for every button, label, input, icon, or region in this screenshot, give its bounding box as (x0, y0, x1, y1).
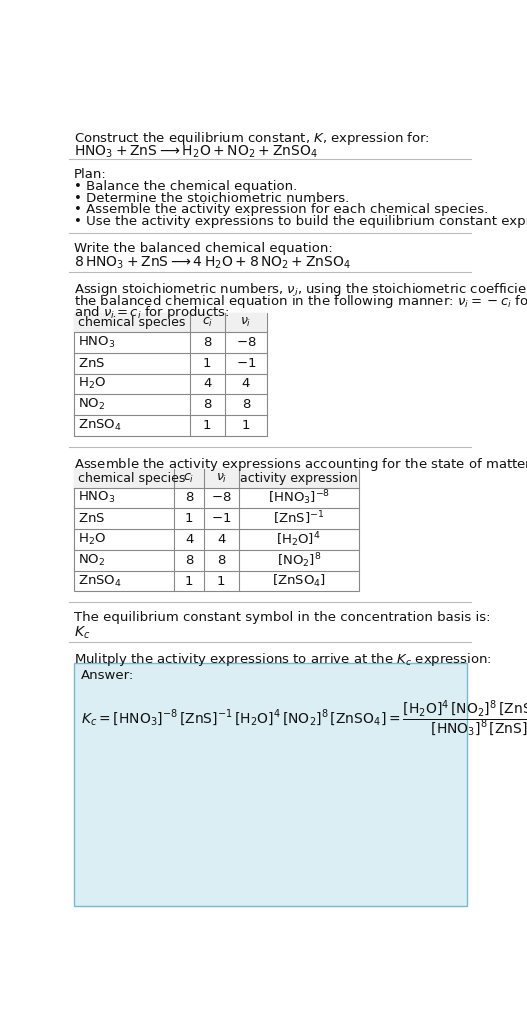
Text: chemical species: chemical species (79, 317, 186, 329)
Text: $\mathrm{NO_2}$: $\mathrm{NO_2}$ (79, 552, 105, 568)
Text: the balanced chemical equation in the following manner: $\nu_i = -c_i$ for react: the balanced chemical equation in the fo… (74, 293, 527, 309)
Text: $\mathrm{ZnS}$: $\mathrm{ZnS}$ (79, 513, 105, 525)
Text: $\mathrm{HNO_3 + ZnS \longrightarrow H_2O + NO_2 + ZnSO_4}$: $\mathrm{HNO_3 + ZnS \longrightarrow H_2… (74, 143, 317, 159)
Text: Assign stoichiometric numbers, $\nu_i$, using the stoichiometric coefficients, $: Assign stoichiometric numbers, $\nu_i$, … (74, 281, 527, 298)
Text: • Determine the stoichiometric numbers.: • Determine the stoichiometric numbers. (74, 192, 349, 205)
Text: and $\nu_i = c_i$ for products:: and $\nu_i = c_i$ for products: (74, 304, 229, 322)
Text: 1: 1 (203, 356, 211, 370)
Text: 4: 4 (242, 378, 250, 390)
Bar (74, 469, 359, 591)
Text: • Use the activity expressions to build the equilibrium constant expression.: • Use the activity expressions to build … (74, 214, 527, 228)
Text: $-8$: $-8$ (236, 336, 256, 349)
Bar (74, 663, 466, 907)
Text: The equilibrium constant symbol in the concentration basis is:: The equilibrium constant symbol in the c… (74, 612, 490, 625)
Text: $\mathrm{HNO_3}$: $\mathrm{HNO_3}$ (79, 490, 116, 505)
Text: 4: 4 (217, 533, 226, 546)
Text: 8: 8 (185, 491, 193, 504)
Text: $\mathrm{ZnSO_4}$: $\mathrm{ZnSO_4}$ (79, 418, 122, 433)
Text: $\nu_i$: $\nu_i$ (240, 317, 252, 329)
Text: $-1$: $-1$ (211, 513, 231, 525)
Text: $\mathrm{NO_2}$: $\mathrm{NO_2}$ (79, 397, 105, 412)
Text: 8: 8 (185, 553, 193, 567)
Text: 1: 1 (217, 575, 226, 587)
Text: $[\mathrm{H_2O}]^{4}$: $[\mathrm{H_2O}]^{4}$ (277, 530, 321, 549)
Text: $c_i$: $c_i$ (202, 317, 213, 329)
Text: 4: 4 (203, 378, 211, 390)
Text: $-8$: $-8$ (211, 491, 231, 504)
Text: $\mathrm{HNO_3}$: $\mathrm{HNO_3}$ (79, 335, 116, 350)
Text: $\mathrm{ZnSO_4}$: $\mathrm{ZnSO_4}$ (79, 574, 122, 588)
Text: 1: 1 (242, 419, 250, 432)
Bar (74, 469, 359, 487)
Text: $\mathrm{8\,HNO_3 + ZnS \longrightarrow 4\,H_2O + 8\,NO_2 + ZnSO_4}$: $\mathrm{8\,HNO_3 + ZnS \longrightarrow … (74, 255, 350, 272)
Text: Plan:: Plan: (74, 167, 106, 181)
Text: 8: 8 (203, 336, 211, 349)
Text: • Assemble the activity expression for each chemical species.: • Assemble the activity expression for e… (74, 203, 488, 216)
Text: $c_i$: $c_i$ (183, 472, 195, 485)
Text: 1: 1 (203, 419, 211, 432)
Bar (74, 313, 267, 332)
Text: $\nu_i$: $\nu_i$ (216, 472, 227, 485)
Text: $[\mathrm{ZnS}]^{-1}$: $[\mathrm{ZnS}]^{-1}$ (273, 509, 324, 528)
Text: activity expression: activity expression (240, 472, 358, 485)
Text: $\mathrm{ZnS}$: $\mathrm{ZnS}$ (79, 356, 105, 370)
Text: $[\mathrm{NO_2}]^{8}$: $[\mathrm{NO_2}]^{8}$ (277, 551, 321, 570)
Text: 8: 8 (217, 553, 226, 567)
Text: 8: 8 (203, 398, 211, 411)
Text: Write the balanced chemical equation:: Write the balanced chemical equation: (74, 242, 333, 255)
Bar (74, 313, 267, 436)
Text: Assemble the activity expressions accounting for the state of matter and $\nu_i$: Assemble the activity expressions accoun… (74, 456, 527, 473)
Text: 4: 4 (185, 533, 193, 546)
Text: $K_c = [\mathrm{HNO_3}]^{-8}\,[\mathrm{ZnS}]^{-1}\,[\mathrm{H_2O}]^{4}\,[\mathrm: $K_c = [\mathrm{HNO_3}]^{-8}\,[\mathrm{Z… (81, 698, 527, 739)
Text: $[\mathrm{ZnSO_4}]$: $[\mathrm{ZnSO_4}]$ (272, 573, 326, 589)
Text: $\mathrm{H_2O}$: $\mathrm{H_2O}$ (79, 532, 106, 547)
Text: Construct the equilibrium constant, $K$, expression for:: Construct the equilibrium constant, $K$,… (74, 131, 430, 147)
Text: $[\mathrm{HNO_3}]^{-8}$: $[\mathrm{HNO_3}]^{-8}$ (268, 488, 330, 507)
Text: • Balance the chemical equation.: • Balance the chemical equation. (74, 181, 297, 193)
Text: chemical species: chemical species (79, 472, 186, 485)
Text: $\mathrm{H_2O}$: $\mathrm{H_2O}$ (79, 377, 106, 391)
Text: 8: 8 (242, 398, 250, 411)
Text: 1: 1 (185, 575, 193, 587)
Text: $K_c$: $K_c$ (74, 625, 90, 641)
Text: 1: 1 (185, 513, 193, 525)
Text: $-1$: $-1$ (236, 356, 256, 370)
Text: Answer:: Answer: (81, 669, 134, 682)
Text: Mulitply the activity expressions to arrive at the $K_c$ expression:: Mulitply the activity expressions to arr… (74, 650, 491, 668)
